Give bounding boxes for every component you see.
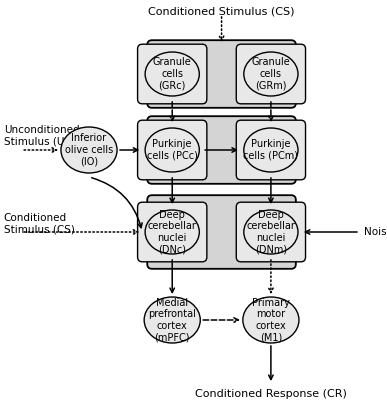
FancyBboxPatch shape	[147, 40, 296, 108]
Ellipse shape	[145, 128, 199, 172]
Text: Conditioned Stimulus (CS): Conditioned Stimulus (CS)	[148, 6, 295, 16]
Text: Granule
cells
(GRm): Granule cells (GRm)	[252, 57, 290, 91]
Ellipse shape	[243, 297, 299, 343]
FancyBboxPatch shape	[236, 120, 305, 180]
FancyBboxPatch shape	[236, 202, 305, 262]
Ellipse shape	[244, 210, 298, 254]
Ellipse shape	[145, 52, 199, 96]
Text: Unconditioned
Stimulus (US): Unconditioned Stimulus (US)	[4, 125, 79, 147]
Text: Deep
cerebellar
nuclei
(DNc): Deep cerebellar nuclei (DNc)	[148, 210, 197, 254]
FancyBboxPatch shape	[147, 195, 296, 269]
Text: Purkinje
cells (PCc): Purkinje cells (PCc)	[147, 139, 198, 161]
FancyBboxPatch shape	[138, 44, 207, 104]
Ellipse shape	[61, 127, 117, 173]
Text: Inferior
olive cells
(IO): Inferior olive cells (IO)	[65, 133, 113, 166]
Text: Primary
motor
cortex
(M1): Primary motor cortex (M1)	[252, 298, 290, 342]
Ellipse shape	[244, 52, 298, 96]
Text: Granule
cells
(GRc): Granule cells (GRc)	[153, 57, 192, 91]
Ellipse shape	[145, 210, 199, 254]
Text: Conditioned
Stimulus (CS): Conditioned Stimulus (CS)	[4, 213, 75, 235]
FancyBboxPatch shape	[138, 202, 207, 262]
FancyBboxPatch shape	[138, 120, 207, 180]
Text: Deep
cerebellar
nuclei
(DNm): Deep cerebellar nuclei (DNm)	[247, 210, 295, 254]
FancyBboxPatch shape	[147, 116, 296, 184]
Text: Noise: Noise	[364, 227, 387, 237]
Ellipse shape	[244, 128, 298, 172]
FancyBboxPatch shape	[236, 44, 305, 104]
Text: Medial
prefrontal
cortex
(mPFC): Medial prefrontal cortex (mPFC)	[148, 298, 196, 342]
Ellipse shape	[144, 297, 200, 343]
Text: Purkinje
cells (PCm): Purkinje cells (PCm)	[243, 139, 298, 161]
Text: Conditioned Response (CR): Conditioned Response (CR)	[195, 389, 347, 399]
